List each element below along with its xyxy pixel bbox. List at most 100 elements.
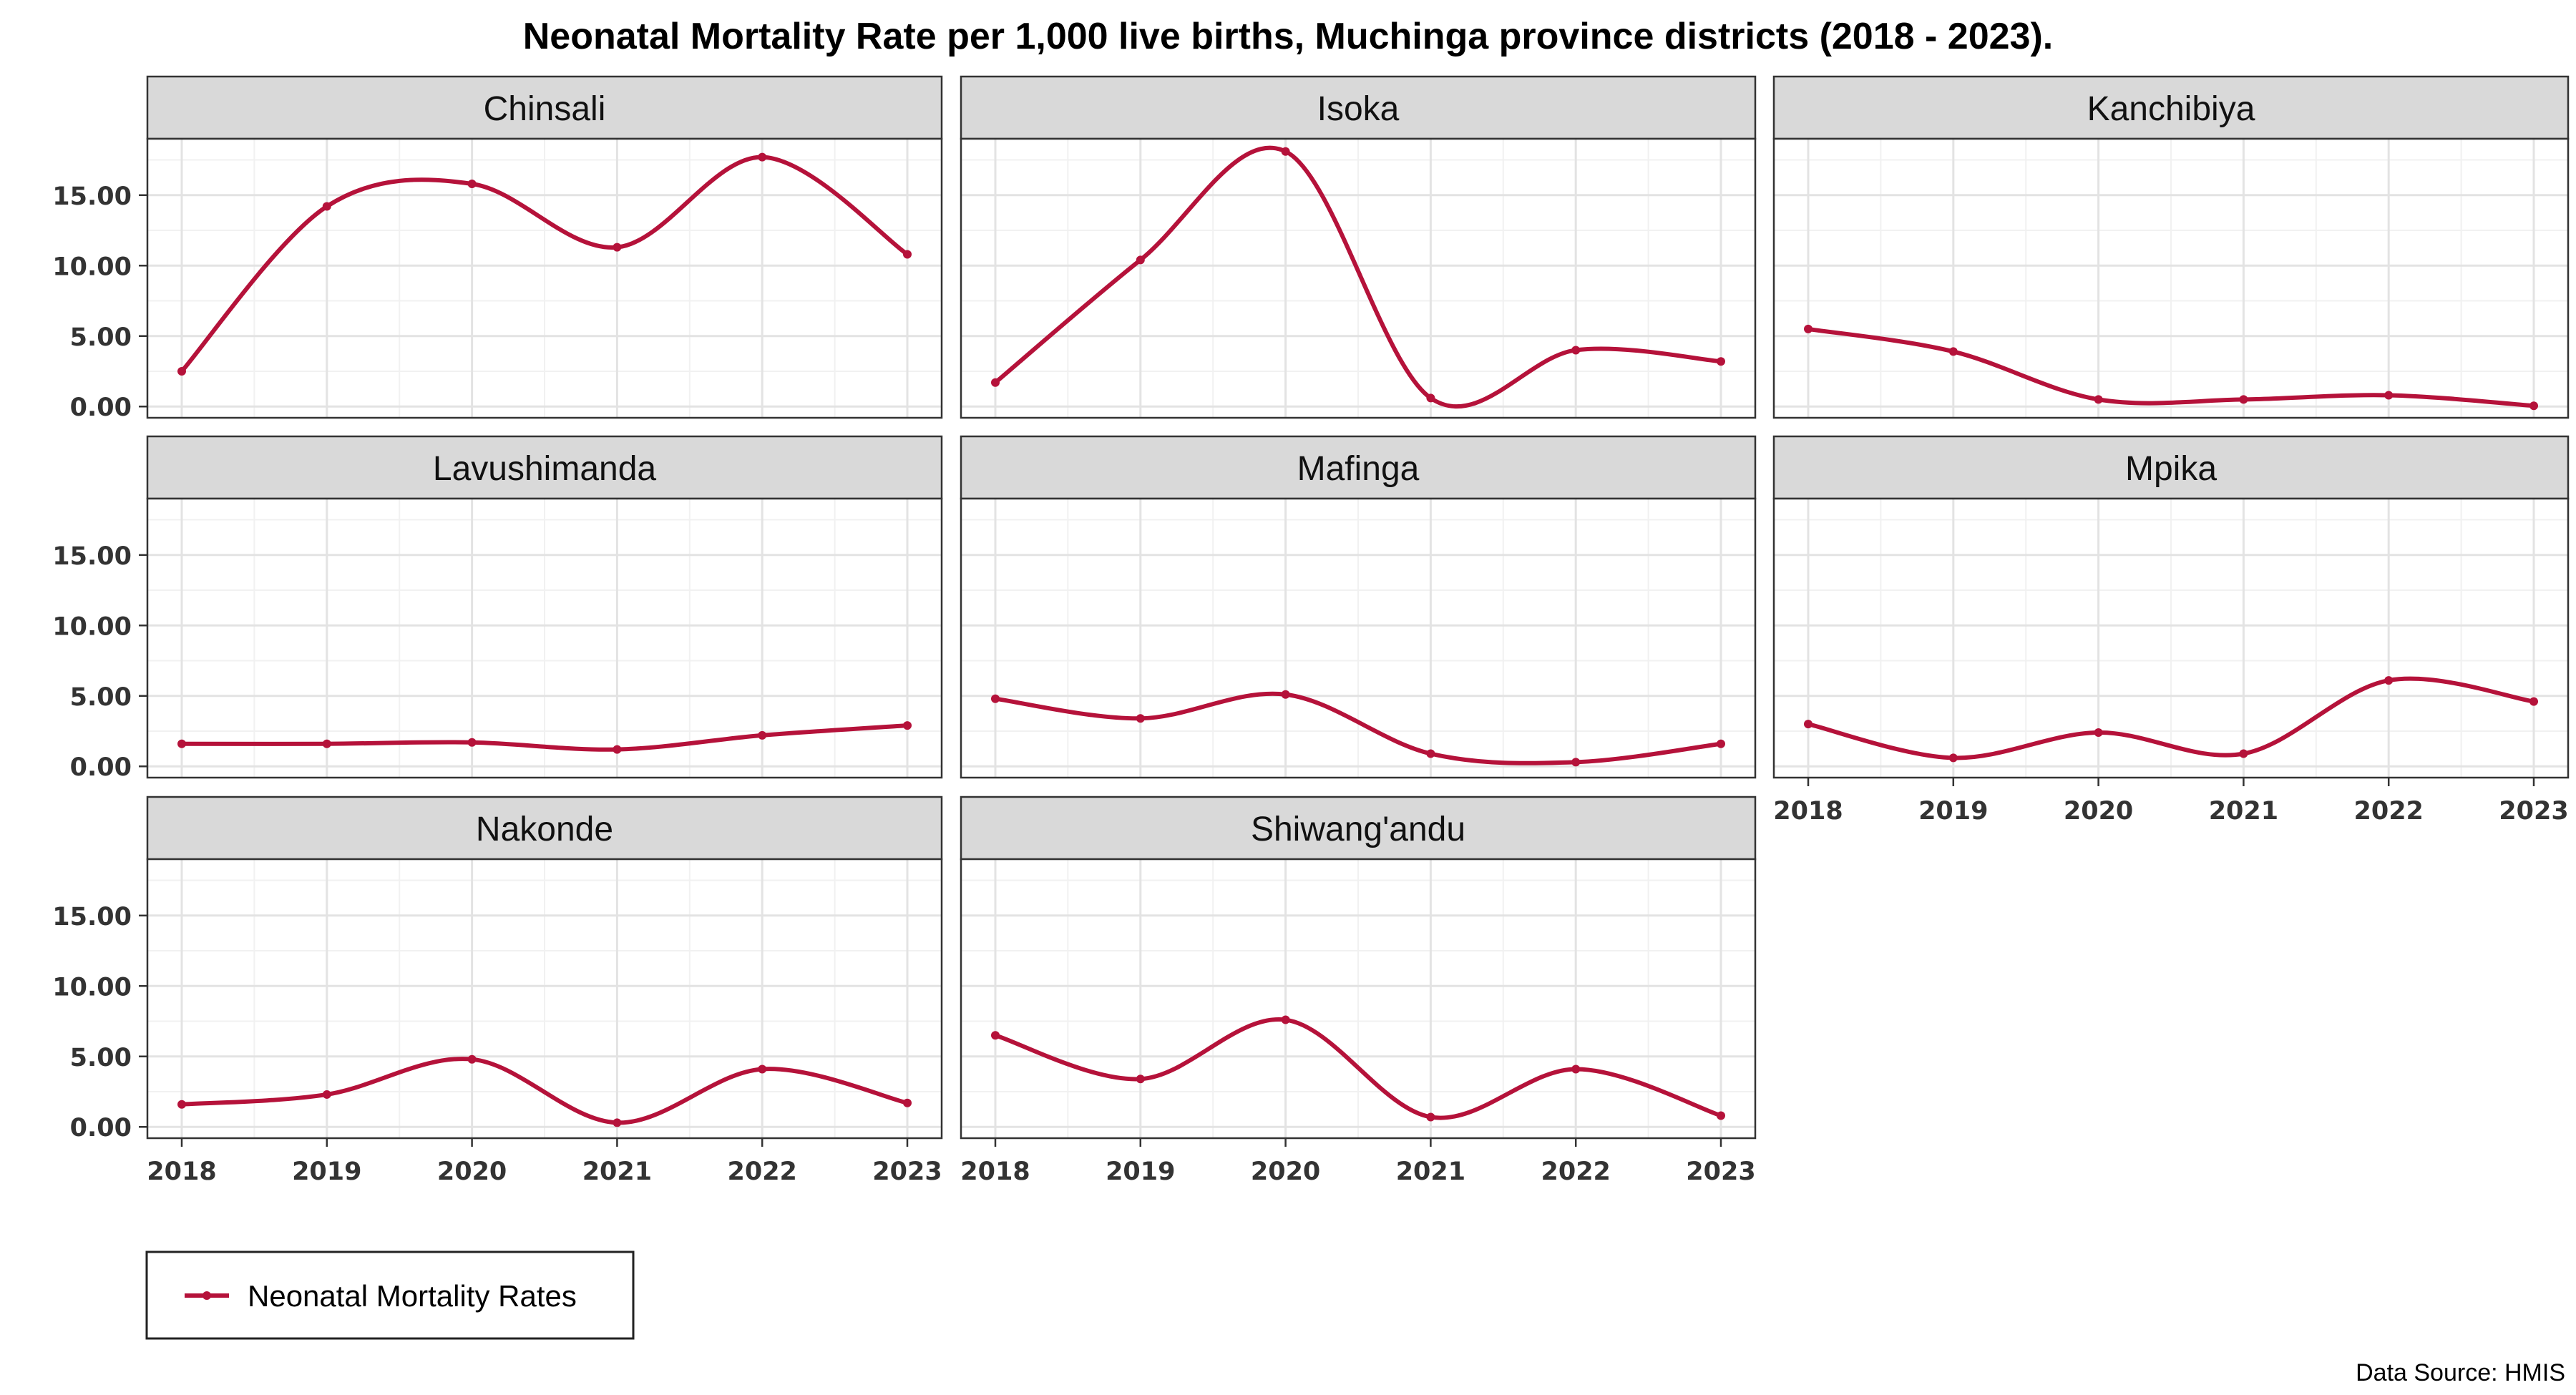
data-point — [467, 180, 477, 189]
data-point — [1717, 1111, 1725, 1120]
panel-border — [960, 858, 1757, 1140]
panel-strip-label: Isoka — [1317, 90, 1400, 128]
data-point — [758, 152, 767, 162]
panel-isoka: Isoka — [960, 75, 1757, 419]
data-point — [467, 1054, 477, 1064]
data-point — [1426, 749, 1435, 758]
panel-strip — [146, 796, 943, 861]
data-point — [991, 694, 1000, 703]
panel-strip — [960, 435, 1757, 500]
data-point — [903, 250, 912, 259]
x-axis-tick-label: 2020 — [437, 1157, 507, 1186]
data-point — [322, 1090, 331, 1099]
legend-point-key — [203, 1291, 211, 1300]
panel-chinsali: Chinsali 0.00 5.00 10.00 15.00 — [52, 75, 943, 422]
y-axis-tick-label: 10.00 — [52, 612, 132, 641]
x-axis-tick-label: 2021 — [1396, 1157, 1465, 1186]
x-axis-tick-label: 2018 — [960, 1157, 1030, 1186]
x-axis-tick-label: 2021 — [2209, 797, 2278, 826]
x-axis-tick-label: 2018 — [147, 1157, 216, 1186]
x-axis-tick-label: 2022 — [1541, 1157, 1610, 1186]
panel-strip — [1772, 75, 2570, 140]
panel-strip-label: Chinsali — [484, 90, 606, 128]
data-point — [177, 367, 186, 376]
panel-strip — [146, 435, 943, 500]
data-point — [467, 738, 477, 747]
panel-mpika: Mpika 2018 2019 2020 2021 2022 2023 — [1772, 435, 2570, 826]
legend-label: Neonatal Mortality Rates — [248, 1279, 577, 1313]
panel-border — [960, 137, 1757, 419]
panel-mafinga: Mafinga — [960, 435, 1757, 779]
data-point — [1804, 720, 1813, 729]
y-axis-tick-label: 15.00 — [52, 542, 132, 571]
data-point — [1136, 1075, 1145, 1084]
data-point — [1717, 739, 1725, 748]
series-line — [180, 155, 909, 373]
y-axis-tick-label: 15.00 — [52, 903, 132, 931]
panel-lavushimanda: Lavushimanda 0.00 5.00 10.00 15.00 — [52, 435, 943, 782]
caption: Data Source: HMIS — [2356, 1359, 2565, 1386]
data-point — [2239, 749, 2248, 758]
data-point — [177, 1100, 186, 1109]
data-point — [1136, 714, 1145, 723]
panel-nakonde: Nakonde 0.00 5.00 10.00 15.00 2018 2019 2020 202… — [52, 796, 943, 1186]
data-point — [2094, 728, 2103, 737]
data-point — [1426, 1112, 1435, 1122]
x-axis-tick-label: 2022 — [2353, 797, 2423, 826]
series-line — [180, 723, 909, 752]
series-line — [1806, 326, 2536, 408]
panel-border — [146, 137, 943, 419]
panel-border — [1772, 497, 2570, 779]
panel-border — [1772, 137, 2570, 419]
panel-border — [146, 858, 943, 1140]
y-axis-tick-label: 5.00 — [70, 323, 132, 352]
data-point — [1571, 758, 1581, 767]
data-point — [1948, 347, 1958, 356]
data-point — [322, 739, 331, 748]
data-point — [1571, 1064, 1581, 1074]
chart-title: Neonatal Mortality Rate per 1,000 live b… — [523, 16, 2053, 57]
panel-strip-label: Nakonde — [476, 811, 613, 848]
data-point — [1571, 346, 1581, 355]
y-axis-tick-label: 0.00 — [70, 1114, 132, 1142]
x-axis-tick-label: 2019 — [1106, 1157, 1175, 1186]
panel-strip — [146, 75, 943, 140]
data-point — [1426, 393, 1435, 403]
data-point — [991, 378, 1000, 387]
data-point — [1281, 690, 1290, 699]
panel-strip-label: Mpika — [2125, 450, 2217, 488]
data-point — [2239, 395, 2248, 404]
data-point — [2384, 391, 2394, 400]
data-point — [758, 730, 767, 740]
data-point — [2094, 395, 2103, 404]
x-axis-tick-label: 2019 — [1918, 797, 1988, 826]
panel-border — [960, 497, 1757, 779]
y-axis-tick-label: 15.00 — [52, 182, 132, 211]
data-point — [2529, 697, 2538, 706]
data-point — [613, 745, 622, 754]
x-axis-tick-label: 2022 — [727, 1157, 796, 1186]
x-axis-tick-label: 2023 — [1686, 1157, 1755, 1186]
data-point — [613, 1118, 622, 1127]
data-point — [322, 202, 331, 211]
data-point — [1281, 1015, 1290, 1024]
series-line — [1806, 676, 2536, 760]
data-point — [991, 1031, 1000, 1040]
data-point — [1948, 753, 1958, 763]
data-point — [1281, 147, 1290, 156]
panel-strip-label: Kanchibiya — [2087, 90, 2255, 128]
x-axis-tick-label: 2023 — [872, 1157, 942, 1186]
panel-strip — [960, 796, 1757, 861]
data-point — [903, 1098, 912, 1107]
x-axis-tick-label: 2018 — [1773, 797, 1843, 826]
y-axis-tick-label: 10.00 — [52, 253, 132, 281]
series-line — [993, 691, 1723, 765]
data-point — [903, 721, 912, 730]
data-point — [2384, 676, 2394, 685]
y-axis-tick-label: 5.00 — [70, 683, 132, 712]
legend: Neonatal Mortality Rates — [145, 1250, 635, 1340]
data-point — [1804, 324, 1813, 333]
data-point — [1136, 255, 1145, 265]
panel-border — [146, 497, 943, 779]
